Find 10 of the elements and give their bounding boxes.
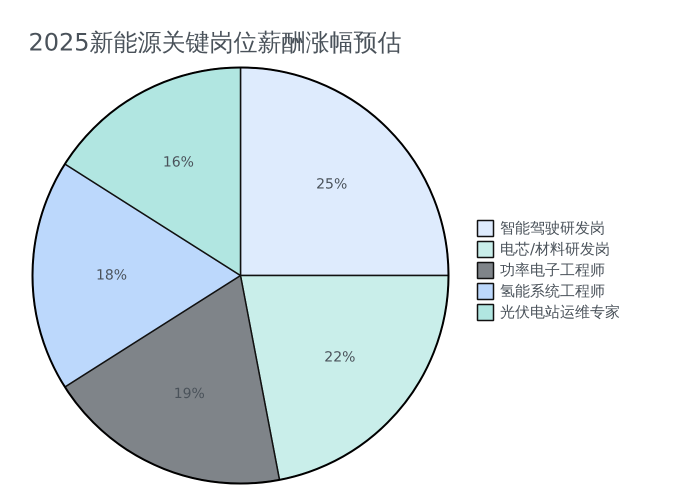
legend-label: 光伏电站运维专家 [500, 302, 620, 322]
data-label: 16% [162, 154, 194, 170]
data-label: 22% [324, 350, 356, 366]
legend-label: 智能驾驶研发岗 [500, 218, 605, 238]
legend-label: 功率电子工程师 [500, 260, 605, 280]
data-label: 18% [96, 268, 128, 284]
legend-label: 电芯/材料研发岗 [500, 239, 610, 259]
chart-title: 2025新能源关键岗位薪酬涨幅预估 [28, 28, 402, 56]
legend-label: 氢能系统工程师 [500, 281, 605, 301]
data-label: 25% [316, 176, 348, 192]
